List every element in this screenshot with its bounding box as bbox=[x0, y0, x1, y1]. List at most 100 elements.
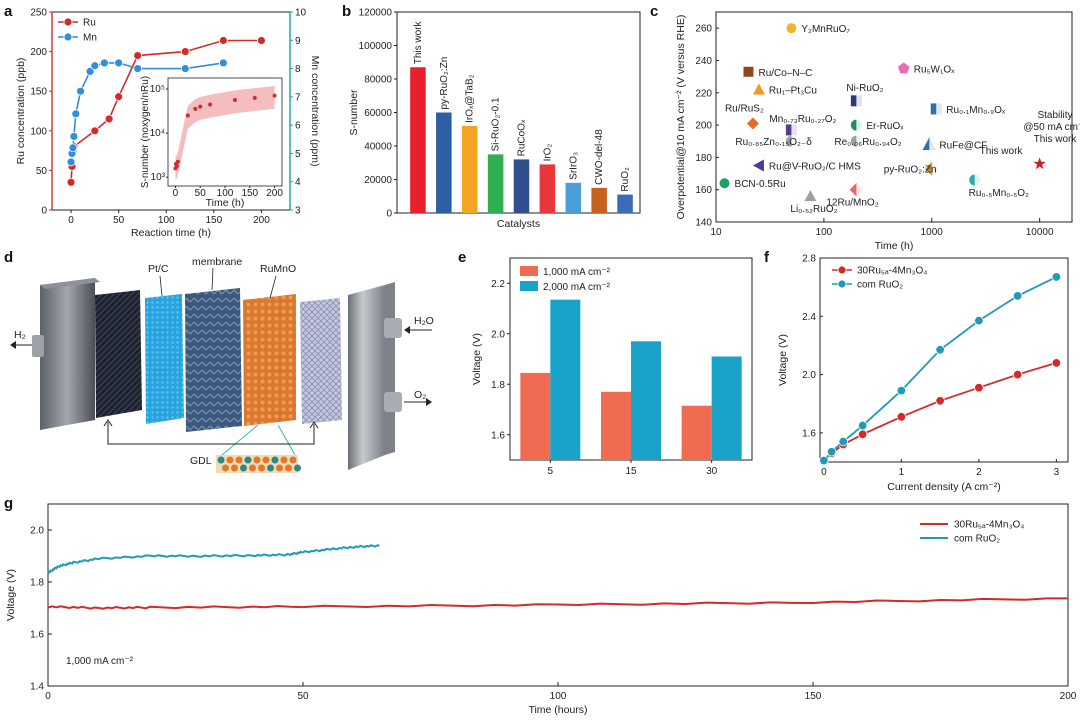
cathode-gdl-layer bbox=[95, 290, 142, 418]
scatter-point-label: Ru₅W₁Oₓ bbox=[914, 65, 955, 76]
lattice-atom bbox=[262, 456, 270, 464]
x-axis-label: Reaction time (h) bbox=[131, 227, 211, 239]
data-point-ru bbox=[257, 36, 266, 45]
data-point bbox=[819, 455, 829, 466]
inset-data-point bbox=[174, 164, 179, 169]
inset-data-point bbox=[272, 93, 277, 98]
y-right-tick-label: 8 bbox=[295, 64, 301, 75]
panel-label-d: d bbox=[4, 249, 13, 266]
data-point-mn bbox=[68, 143, 78, 153]
scatter-point-label: BCN-0.5Ru bbox=[735, 179, 786, 190]
scatter-point bbox=[746, 117, 759, 130]
inset-x-tick-label: 100 bbox=[217, 188, 234, 199]
inset-x-axis-label: Time (h) bbox=[206, 197, 245, 209]
lattice-atom bbox=[240, 464, 247, 472]
inset-data-point bbox=[175, 159, 180, 164]
panel-label-e: e bbox=[458, 249, 466, 266]
data-point-mn bbox=[66, 157, 76, 167]
membrane-layer bbox=[185, 288, 242, 432]
scatter-point-label: This work bbox=[980, 146, 1024, 157]
lattice-atom bbox=[217, 456, 225, 464]
y-tick-label: 100000 bbox=[359, 41, 393, 52]
x-tick-label: 200 bbox=[253, 215, 270, 226]
inset-y-tick-label: 10⁴ bbox=[150, 128, 165, 139]
y-tick-label: 180 bbox=[695, 153, 712, 164]
bar-1 bbox=[436, 112, 452, 213]
x-axis-label: Time (hours) bbox=[528, 704, 587, 716]
scatter-point-label: Li₀.₅₂RuO₂ bbox=[790, 204, 837, 215]
inset-data-point bbox=[232, 98, 237, 103]
legend-label: 30Ru₅ₐ-4Mn₃O₄ bbox=[954, 520, 1024, 531]
bar-category-label: RuCoOₓ bbox=[517, 119, 528, 156]
x-tick-label: 10000 bbox=[1026, 227, 1054, 238]
y-tick-label: 200 bbox=[695, 121, 712, 132]
bar-category-label: IrOₓ@TaB₂ bbox=[465, 74, 476, 123]
inset-data-point bbox=[185, 113, 190, 118]
data-point bbox=[826, 447, 837, 457]
y-right-tick-label: 4 bbox=[295, 177, 301, 188]
lattice-atom bbox=[280, 456, 288, 464]
rumno-catalyst-layer bbox=[243, 294, 296, 426]
x-tick-label: 3 bbox=[1054, 467, 1060, 478]
y-tick-label: 140 bbox=[695, 218, 712, 229]
inset-y-axis-label: S-number (noxygen/nRu) bbox=[140, 76, 151, 188]
y-tick-label: 120000 bbox=[359, 8, 393, 19]
legend-label: Mn bbox=[83, 33, 97, 44]
data-point-ru bbox=[90, 126, 100, 136]
y-left-tick-label: 0 bbox=[41, 206, 47, 217]
x-tick-label: 1000 bbox=[921, 227, 944, 238]
scatter-point-half-mask bbox=[974, 174, 982, 186]
lattice-atom bbox=[258, 464, 265, 472]
inset-data-point bbox=[198, 104, 203, 109]
series-line-0 bbox=[47, 597, 1069, 610]
panel-e: e 1.6 1.8 2.0 2.2 Voltage (V) 5 15 30 1,000 mA c… bbox=[458, 249, 753, 477]
scatter-point-half-mask bbox=[791, 135, 799, 148]
lattice-atom bbox=[244, 456, 252, 464]
label-h2: H₂ bbox=[14, 329, 26, 341]
scatter-point-label: Ru₀.₈₅Zn₀.₁₅O₂₋δ bbox=[735, 137, 812, 148]
legend-marker bbox=[63, 32, 73, 42]
inset-data-point bbox=[193, 106, 198, 111]
y-tick-label: 260 bbox=[695, 24, 712, 35]
label-membrane: membrane bbox=[192, 256, 242, 268]
x-axis-label: Time (h) bbox=[875, 240, 914, 252]
scatter-point-label: Ru₀.₁Mn₀.₉Oₓ bbox=[946, 105, 1006, 116]
x-tick-label: 15 bbox=[625, 466, 637, 477]
bar-2 bbox=[461, 125, 478, 213]
bar-category-label: Si-RuO₂-0.1 bbox=[491, 97, 502, 151]
bar-5 bbox=[539, 164, 556, 213]
bar-2000-5 bbox=[550, 299, 581, 460]
data-point-mn bbox=[76, 86, 85, 96]
y-right-tick-label: 10 bbox=[295, 8, 307, 19]
y-tick-label: 160 bbox=[695, 185, 712, 196]
scatter-point-label: Y₂MnRuO₇ bbox=[801, 24, 850, 35]
lattice-atom bbox=[222, 464, 229, 472]
data-point bbox=[935, 396, 945, 406]
scatter-point-half-mask bbox=[936, 102, 944, 115]
h2-out-arrow bbox=[10, 341, 32, 349]
pt-c-catalyst-layer bbox=[145, 294, 184, 424]
data-point bbox=[838, 436, 848, 447]
bar-8 bbox=[617, 194, 633, 213]
panel-g: g 0 50 100 150 200 1.4 1.6 1.8 2.0 Time (hours) Vo… bbox=[4, 495, 1077, 716]
inset-data-point bbox=[208, 102, 213, 107]
lattice-atom bbox=[285, 464, 292, 472]
y-tick-label: 60000 bbox=[364, 108, 392, 119]
scatter-point-half-mask bbox=[856, 135, 864, 148]
y-tick-label: 1.8 bbox=[30, 578, 44, 589]
stability-annotation: @50 mA cm⁻² bbox=[1023, 122, 1080, 133]
x-tick-label: 200 bbox=[1060, 691, 1077, 702]
y-left-tick-label: 100 bbox=[30, 126, 47, 137]
series-line-0 bbox=[823, 362, 1057, 462]
panel-c: c 10 100 1000 10000 140 160 180 200 220 240 260 Tim… bbox=[650, 3, 1080, 252]
data-point-ru bbox=[104, 114, 114, 124]
panel-label-c: c bbox=[650, 3, 658, 20]
inset-y-tick-label: 10³ bbox=[151, 172, 166, 183]
lattice-atom bbox=[249, 464, 256, 472]
scatter-point-label: Ru/RuS₂ bbox=[725, 103, 764, 114]
series-line-1 bbox=[47, 544, 380, 575]
lattice-atom bbox=[276, 464, 283, 472]
y-tick-label: 1.8 bbox=[491, 380, 505, 391]
x-tick-label: 10 bbox=[710, 227, 722, 238]
data-point bbox=[896, 385, 907, 396]
